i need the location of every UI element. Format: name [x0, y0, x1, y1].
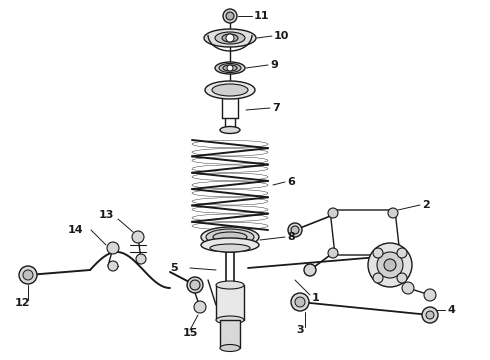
Ellipse shape [204, 29, 256, 47]
Circle shape [227, 65, 233, 71]
Circle shape [291, 226, 299, 234]
Circle shape [397, 248, 407, 258]
Ellipse shape [210, 244, 250, 252]
Bar [220, 320, 240, 348]
Circle shape [19, 266, 37, 284]
Ellipse shape [216, 281, 244, 289]
Circle shape [187, 277, 203, 293]
Circle shape [190, 280, 200, 290]
Text: 12: 12 [14, 298, 30, 308]
Ellipse shape [222, 34, 238, 42]
Circle shape [288, 223, 302, 237]
Circle shape [291, 293, 309, 311]
Circle shape [373, 273, 383, 283]
Ellipse shape [220, 345, 240, 351]
Circle shape [226, 34, 234, 42]
Ellipse shape [206, 229, 254, 245]
Ellipse shape [205, 81, 255, 99]
Circle shape [388, 248, 398, 258]
Ellipse shape [215, 62, 245, 74]
Ellipse shape [201, 238, 259, 252]
Circle shape [426, 311, 434, 319]
Circle shape [384, 259, 396, 271]
Circle shape [402, 282, 414, 294]
Ellipse shape [212, 84, 248, 96]
Ellipse shape [201, 227, 259, 247]
Text: 11: 11 [254, 11, 270, 21]
Circle shape [304, 264, 316, 276]
Ellipse shape [220, 126, 240, 134]
Circle shape [368, 243, 412, 287]
Circle shape [328, 208, 338, 218]
Circle shape [422, 307, 438, 323]
Circle shape [295, 297, 305, 307]
Circle shape [226, 12, 234, 20]
Circle shape [328, 248, 338, 258]
Text: 7: 7 [272, 103, 280, 113]
Circle shape [397, 273, 407, 283]
Text: 2: 2 [422, 200, 430, 210]
Circle shape [107, 242, 119, 254]
Ellipse shape [223, 65, 237, 71]
Text: 3: 3 [296, 325, 304, 335]
Ellipse shape [213, 232, 247, 242]
Ellipse shape [216, 316, 244, 324]
Ellipse shape [219, 63, 241, 72]
Ellipse shape [215, 32, 245, 44]
Text: 5: 5 [171, 263, 178, 273]
Circle shape [132, 231, 144, 243]
Text: 9: 9 [270, 60, 278, 70]
Text: 13: 13 [98, 210, 114, 220]
Circle shape [108, 261, 118, 271]
Circle shape [23, 270, 33, 280]
Text: 8: 8 [287, 232, 295, 242]
Circle shape [373, 248, 383, 258]
Text: 6: 6 [287, 177, 295, 187]
Circle shape [223, 9, 237, 23]
Text: 15: 15 [182, 328, 197, 338]
Circle shape [377, 252, 403, 278]
Bar [216, 285, 244, 320]
Text: 1: 1 [312, 293, 320, 303]
Text: 14: 14 [67, 225, 83, 235]
Circle shape [194, 301, 206, 313]
Circle shape [136, 254, 146, 264]
Circle shape [424, 289, 436, 301]
Text: 4: 4 [447, 305, 455, 315]
Circle shape [388, 208, 398, 218]
Text: 10: 10 [274, 31, 290, 41]
